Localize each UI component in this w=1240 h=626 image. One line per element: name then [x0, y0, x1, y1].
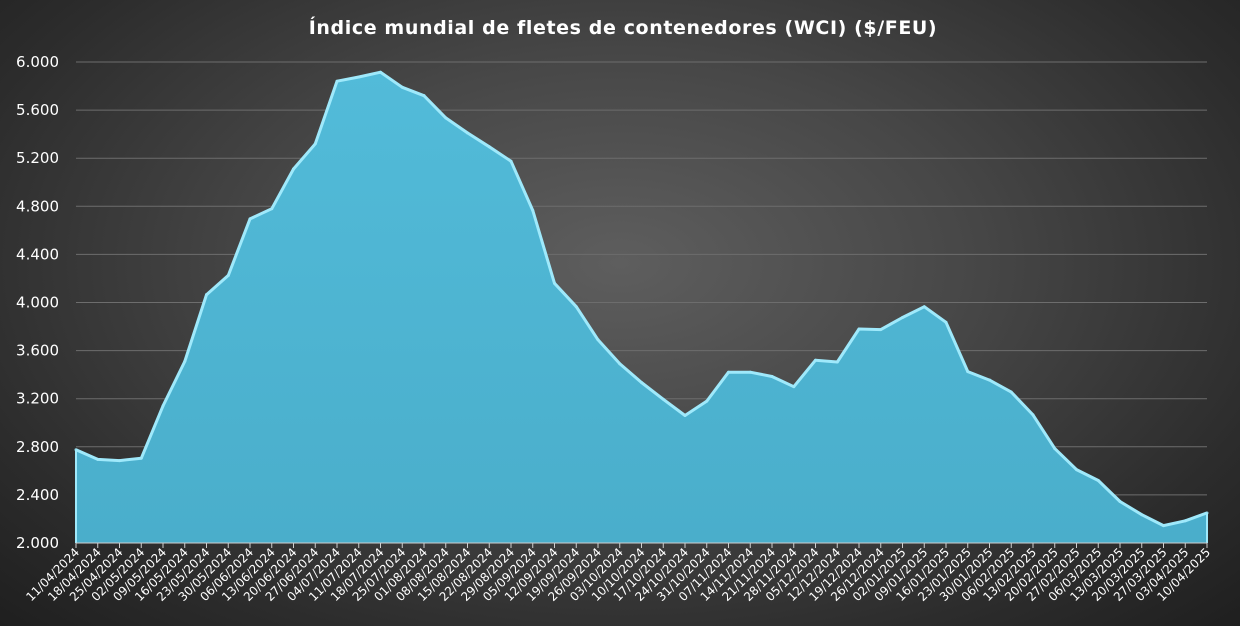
y-tick-label: 3.600 [16, 342, 59, 360]
data-point [857, 327, 861, 331]
data-point [553, 281, 556, 285]
data-point [835, 360, 839, 364]
data-point [226, 273, 230, 277]
series-layer [74, 70, 1209, 543]
y-tick-label: 2.400 [16, 486, 59, 504]
data-point [1205, 511, 1209, 515]
y-tick-label: 2.800 [16, 438, 59, 456]
data-point [400, 85, 404, 89]
data-point [248, 217, 252, 221]
data-point [379, 70, 382, 74]
data-point [1031, 413, 1035, 417]
data-point [901, 316, 904, 320]
y-tick-label: 2.000 [16, 534, 59, 552]
data-point [1118, 500, 1122, 504]
y-tick-label: 6.000 [16, 53, 59, 71]
data-point [96, 457, 100, 461]
data-point [1140, 513, 1144, 517]
data-point [1053, 447, 1057, 451]
data-point [357, 75, 361, 79]
data-point [1162, 524, 1165, 528]
y-axis: 2.000 2.400 2.800 3.200 3.600 4.000 4.400 4.800… [16, 53, 59, 552]
y-tick-label: 5.200 [16, 149, 59, 167]
data-point [988, 378, 991, 382]
x-axis: 11/04/202418/04/202425/04/202402/05/2024… [23, 542, 1213, 604]
data-point [748, 370, 752, 374]
data-point [618, 362, 622, 366]
data-point [1096, 478, 1100, 482]
series-area [76, 72, 1207, 543]
data-point [313, 142, 317, 146]
data-point [1009, 390, 1013, 394]
data-point [139, 456, 143, 460]
data-point [574, 305, 578, 309]
data-point [74, 448, 78, 452]
data-point [770, 374, 774, 378]
y-tick-label: 4.400 [16, 245, 59, 263]
data-point [879, 328, 883, 332]
data-point [683, 414, 687, 418]
data-point [335, 79, 339, 83]
data-point [292, 167, 295, 171]
y-tick-label: 5.600 [16, 101, 59, 119]
data-point [640, 380, 643, 384]
data-point [509, 159, 513, 163]
data-point [1183, 519, 1187, 523]
y-tick-label: 3.200 [16, 390, 59, 408]
data-point [183, 359, 187, 363]
data-point [444, 116, 448, 120]
y-tick-label: 4.000 [16, 294, 59, 312]
chart-title: Índice mundial de fletes de contenedores… [308, 17, 938, 39]
data-point [205, 293, 208, 297]
data-point [118, 459, 121, 463]
data-point [531, 209, 535, 213]
data-point [1075, 468, 1078, 472]
y-tick-label: 4.800 [16, 197, 59, 215]
data-point [792, 385, 796, 389]
data-point [422, 94, 426, 98]
data-point [705, 399, 709, 403]
data-point [966, 370, 970, 374]
data-point [596, 338, 600, 342]
data-point [814, 358, 817, 362]
data-point [944, 320, 948, 324]
data-point [487, 145, 491, 149]
data-point [661, 397, 665, 401]
data-point [161, 404, 165, 408]
data-point [466, 131, 469, 135]
data-point [922, 305, 926, 309]
data-point [270, 207, 274, 211]
data-point [727, 370, 730, 374]
